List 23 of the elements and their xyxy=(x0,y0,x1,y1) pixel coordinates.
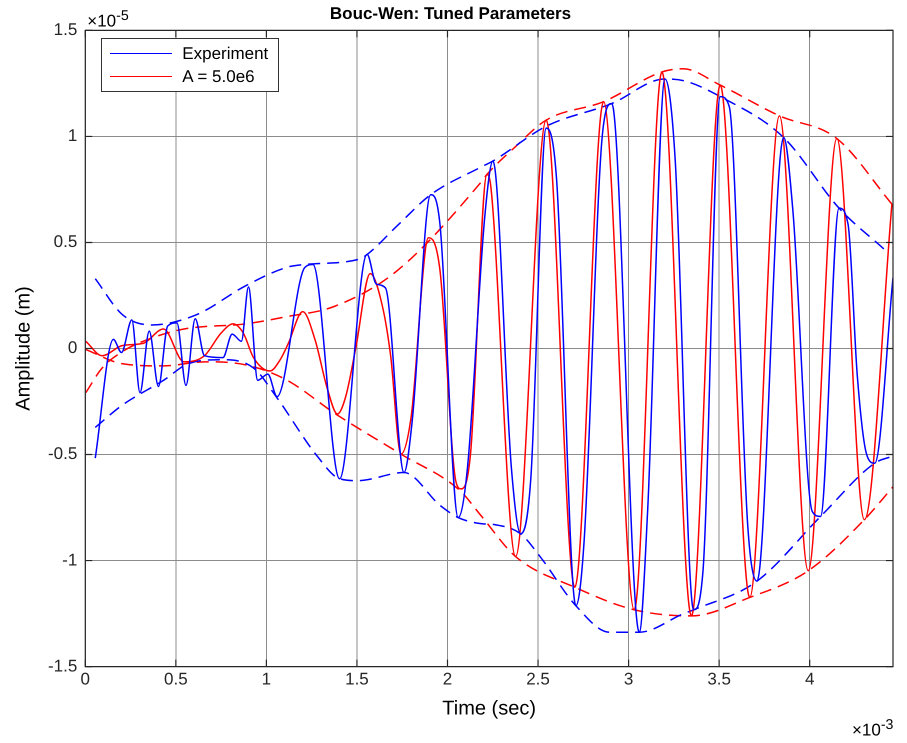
y-tick-label: -1 xyxy=(62,550,78,570)
x-tick-label: 1.5 xyxy=(345,669,369,688)
x-axis-title: Time (sec) xyxy=(442,698,536,720)
x-tick-label: 3 xyxy=(624,669,634,688)
x-tick-label: 0.5 xyxy=(164,669,188,688)
x-tick-label: 4 xyxy=(804,669,814,688)
y-tick-label: 0.5 xyxy=(54,232,78,252)
y-tick-label: -0.5 xyxy=(48,444,78,464)
text: ×10$^{-3}$ xyxy=(852,717,894,741)
legend-label: A = 5.0e6 xyxy=(182,66,255,88)
x-tick-label: 2.5 xyxy=(526,669,550,688)
chart-title: Bouc-Wen: Tuned Parameters xyxy=(330,4,572,23)
x-tick-label: 0 xyxy=(80,669,90,688)
y-tick-label: 0 xyxy=(68,338,78,358)
legend-label: Experiment xyxy=(182,43,268,66)
y-axis-title: Amplitude (m) xyxy=(12,286,35,411)
x-tick-label: 3.5 xyxy=(707,669,731,688)
annotation: ×10$^{-5}$ xyxy=(87,8,129,32)
y-tick-label: 1.5 xyxy=(54,20,78,40)
x-tick-label: 2 xyxy=(442,669,452,688)
y-tick-label: -1.5 xyxy=(48,656,78,676)
y-tick-label: 1 xyxy=(68,126,78,146)
x-tick-label: 1 xyxy=(262,669,272,688)
